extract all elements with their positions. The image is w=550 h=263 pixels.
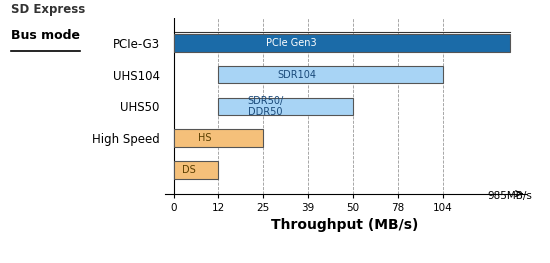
Bar [218,66,443,83]
Text: SD Express: SD Express [11,3,85,16]
Bar [218,98,353,115]
Text: Bus mode: Bus mode [11,29,80,42]
Text: PCIe Gen3: PCIe Gen3 [266,38,317,48]
Text: DS: DS [183,165,196,175]
Text: SDR50/
DDR50: SDR50/ DDR50 [248,96,284,117]
Text: SDR104: SDR104 [277,70,316,80]
X-axis label: Throughput (MB/s): Throughput (MB/s) [271,218,419,232]
Text: HS: HS [198,133,212,143]
Bar [174,129,263,147]
Text: 985MB/s: 985MB/s [487,191,532,201]
Bar [174,161,218,179]
Bar [174,34,510,52]
